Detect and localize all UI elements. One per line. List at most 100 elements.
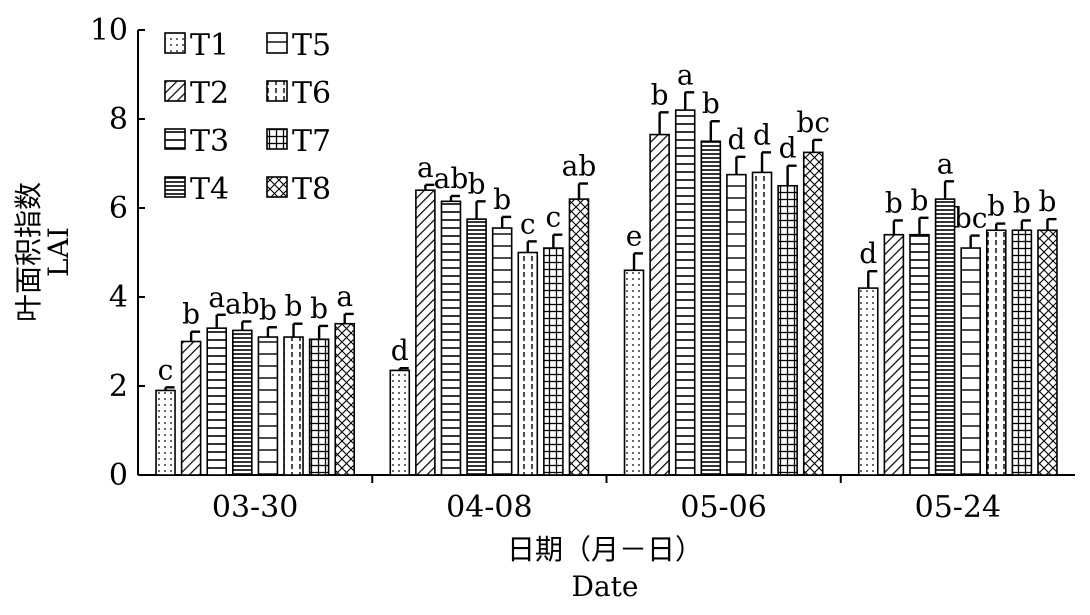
bar — [257, 336, 279, 476]
bar — [334, 322, 356, 476]
significance-letter: b — [651, 78, 669, 111]
significance-letter: ab — [225, 287, 260, 320]
legend-swatch — [164, 176, 186, 198]
bar — [1011, 229, 1033, 476]
bar — [777, 184, 798, 476]
bar — [155, 389, 176, 476]
bar — [543, 247, 564, 476]
bar — [415, 189, 436, 476]
y-tick-label: 2 — [109, 369, 128, 404]
bar — [726, 173, 747, 476]
legend: T1 T2 T3 T4 T5 T6 T7 T8 — [164, 28, 331, 207]
legend-swatch — [164, 32, 186, 54]
legend-label: T3 — [190, 124, 229, 159]
bar — [568, 198, 590, 476]
significance-letter: b — [259, 293, 277, 326]
bar — [674, 109, 696, 476]
legend-swatch — [266, 176, 288, 198]
legend-label: T4 — [190, 172, 229, 207]
y-tick-label: 10 — [90, 13, 128, 48]
significance-letter: a — [937, 147, 954, 180]
significance-letter: bc — [954, 202, 988, 235]
significance-letter: b — [468, 167, 486, 200]
legend-swatch — [164, 80, 186, 102]
bar — [751, 171, 773, 476]
significance-letter: ab — [562, 150, 597, 183]
significance-letter: b — [1039, 185, 1057, 218]
x-tick-label: 05-06 — [680, 490, 766, 525]
bar — [283, 336, 304, 476]
significance-letter: b — [182, 298, 200, 331]
significance-letter: a — [336, 280, 353, 313]
significance-letter: d — [859, 237, 877, 270]
significance-letter: b — [310, 292, 328, 325]
legend-label: T5 — [292, 28, 331, 63]
bar — [466, 218, 487, 476]
y-tick-label: 8 — [109, 102, 128, 137]
significance-letter: ab — [434, 162, 469, 195]
significance-letter: b — [702, 87, 720, 120]
axes: 0 2 4 6 8 10 03-30 04-08 05-06 05-24 — [90, 13, 1075, 525]
y-axis-title-cn: 叶面积指数 — [12, 182, 45, 322]
significance-letter: c — [546, 201, 562, 234]
y-axis-title-en: LAI — [42, 227, 75, 277]
legend-swatch — [266, 32, 288, 54]
bar — [883, 233, 905, 476]
bar — [308, 338, 330, 476]
significance-letter: a — [417, 151, 434, 184]
significance-letter: e — [626, 219, 643, 252]
legend-swatch — [266, 80, 288, 102]
significance-letter: a — [208, 281, 225, 314]
bar — [1037, 229, 1058, 476]
bar — [802, 151, 824, 476]
significance-letter: b — [885, 186, 903, 219]
y-axis-title: 叶面积指数 LAI — [12, 182, 75, 322]
legend-label: T7 — [292, 124, 331, 159]
y-tick-label: 4 — [109, 280, 128, 315]
bar — [857, 287, 879, 476]
significance-letter: d — [391, 334, 409, 367]
significance-letter: c — [158, 353, 174, 386]
legend-label: T6 — [292, 76, 331, 111]
significance-letter: b — [493, 183, 511, 216]
significance-letter: d — [727, 123, 745, 156]
bar — [649, 133, 670, 476]
x-tick-label: 04-08 — [446, 490, 532, 525]
bar — [491, 227, 513, 476]
significance-letter: b — [911, 184, 929, 217]
significance-letter: b — [285, 290, 303, 323]
bar — [389, 369, 411, 476]
bar — [232, 329, 253, 476]
x-axis-title-cn: 日期（月－日） — [507, 533, 703, 566]
bar — [934, 198, 956, 476]
x-axis-title: 日期（月－日） Date — [507, 533, 703, 603]
legend-label: T1 — [190, 28, 229, 63]
y-tick-label: 6 — [109, 191, 128, 226]
significance-letter: bc — [796, 106, 830, 139]
bar — [206, 327, 228, 476]
bar — [700, 140, 722, 476]
bar — [960, 247, 981, 476]
legend-label: T2 — [190, 76, 229, 111]
legend-label: T8 — [292, 172, 331, 207]
x-axis-title-en: Date — [572, 570, 639, 603]
bar — [180, 340, 202, 476]
significance-letter: a — [677, 58, 694, 91]
bar — [985, 229, 1007, 476]
significance-letter: b — [987, 190, 1005, 223]
x-tick-label: 05-24 — [915, 490, 1001, 525]
x-tick-label: 03-30 — [212, 490, 298, 525]
y-tick-label: 0 — [109, 458, 128, 493]
legend-swatch — [164, 128, 186, 150]
bar — [909, 233, 930, 476]
bar — [623, 269, 645, 476]
significance-letter: c — [520, 207, 536, 240]
bar — [440, 200, 462, 476]
significance-letter: d — [779, 132, 797, 165]
legend-swatch — [266, 128, 288, 150]
bar — [517, 251, 539, 476]
significance-letter: b — [1013, 186, 1031, 219]
significance-letter: d — [753, 118, 771, 151]
